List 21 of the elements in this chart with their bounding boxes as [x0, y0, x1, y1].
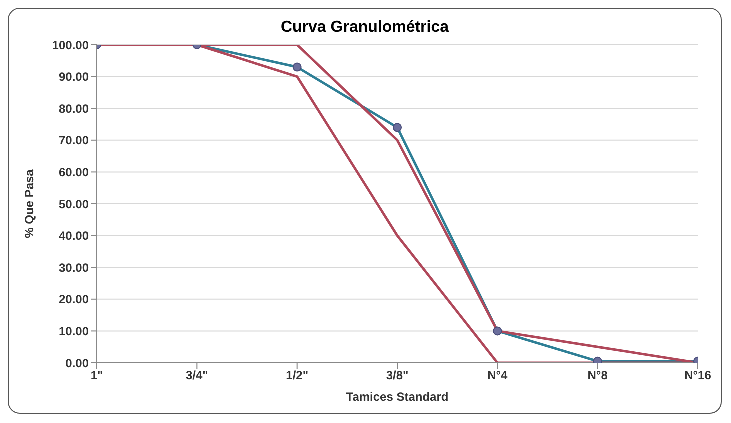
x-tick-label: 3/8": [386, 368, 409, 383]
x-tick-label: N°8: [588, 368, 608, 383]
y-tick-label: 90.00: [58, 70, 90, 84]
x-tick-label: N°4: [488, 368, 508, 383]
x-tick-label: 3/4": [186, 368, 208, 383]
y-tick-label: 80.00: [58, 102, 90, 116]
x-axis-title: Tamices Standard: [346, 390, 449, 404]
x-tick-label: 1/2": [286, 368, 309, 383]
chart-title: Curva Granulométrica: [280, 19, 450, 37]
x-tick-label: N°16: [684, 368, 712, 383]
y-tick-label: 30.00: [58, 260, 90, 275]
y-tick-label: 100.00: [52, 38, 90, 52]
y-tick-label: 10.00: [58, 324, 90, 338]
y-tick-label: 60.00: [58, 165, 90, 180]
y-tick-label: 40.00: [58, 229, 90, 244]
x-tick-label: 1": [90, 368, 104, 383]
y-axis-title: % Que Pasa: [22, 169, 36, 238]
y-tick-label: 20.00: [58, 292, 90, 307]
y-tick-label: 0.00: [66, 356, 90, 370]
y-tick-label: 70.00: [58, 134, 90, 148]
y-tick-label: 50.00: [58, 197, 90, 212]
